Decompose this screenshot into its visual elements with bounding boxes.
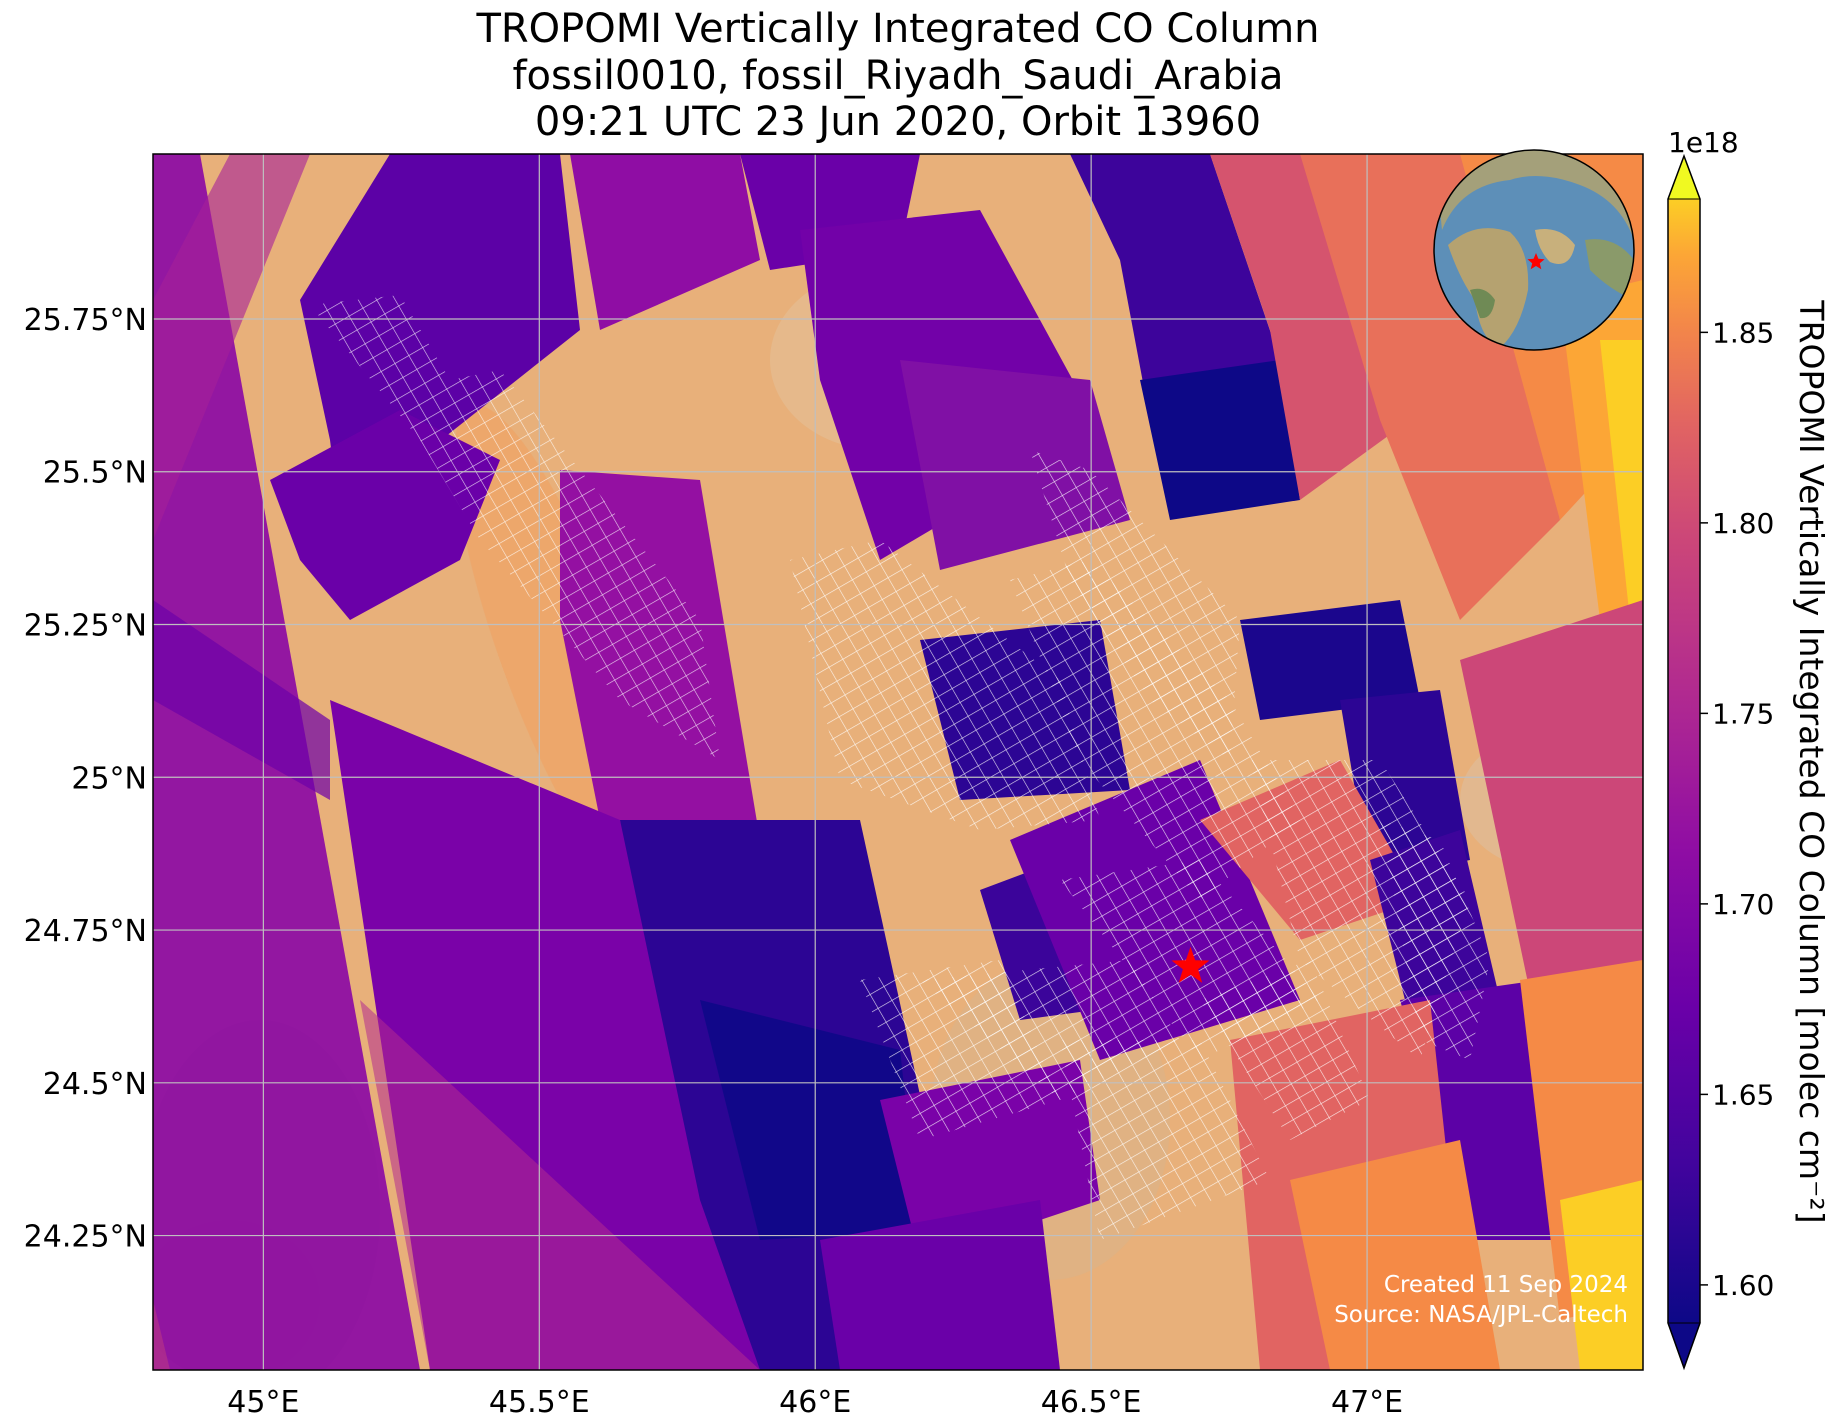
colorbar-tick-label: 1.85 — [1712, 316, 1774, 349]
colorbar-extend-max — [1667, 154, 1701, 200]
y-tick-label: 25.5°N — [43, 456, 147, 491]
x-axis-tick-labels: 45°E 45.5°E 46°E 46.5°E 47°E — [227, 1385, 1403, 1418]
target-marker-layer — [1171, 946, 1210, 983]
y-tick-label: 25.25°N — [24, 609, 147, 644]
y-tick-label: 25°N — [71, 761, 147, 796]
chart-title-line-1: TROPOMI Vertically Integrated CO Column — [476, 6, 1320, 52]
x-tick-label: 46.5°E — [1041, 1385, 1142, 1418]
chart-title-line-3: 09:21 UTC 23 Jun 2020, Orbit 13960 — [534, 99, 1262, 145]
target-footprint-grid — [310, 295, 1490, 1240]
chart-title-line-2: fossil0010, fossil_Riyadh_Saudi_Arabia — [512, 53, 1284, 99]
colorbar-tick-label: 1.60 — [1712, 1269, 1774, 1302]
y-tick-label: 25.75°N — [24, 303, 147, 338]
colorbar-exponent: 1e18 — [1668, 126, 1739, 159]
colorbar-gradient — [1668, 199, 1700, 1323]
x-tick-label: 45°E — [227, 1385, 299, 1418]
inset-globe — [1433, 149, 1635, 351]
x-tick-label: 46°E — [779, 1385, 851, 1418]
map-gridlines — [153, 154, 1643, 1370]
y-tick-label: 24.5°N — [43, 1067, 147, 1102]
map-frame — [152, 153, 1644, 1371]
credit-created: Created 11 Sep 2024 — [1384, 1272, 1628, 1298]
x-tick-label: 47°E — [1331, 1385, 1403, 1418]
colorbar-tick-label: 1.75 — [1712, 697, 1774, 730]
colorbar-ticks: 1.60 1.65 1.70 1.75 1.80 1.85 — [1700, 316, 1774, 1302]
colorbar-label: TROPOMI Vertically Integrated CO Column … — [1792, 299, 1831, 1223]
y-tick-label: 24.25°N — [24, 1220, 147, 1255]
map-panel[interactable]: Created 11 Sep 2024 Source: NASA/JPL-Cal… — [140, 150, 1643, 1400]
target-star-marker — [1171, 946, 1210, 983]
y-axis-tick-labels: 25.75°N 25.5°N 25.25°N 25°N 24.75°N 24.5°N 24.… — [24, 303, 147, 1255]
colorbar: 1.60 1.65 1.70 1.75 1.80 1.85 1e18 TROPOMI Ve… — [1667, 126, 1831, 1371]
colorbar-extend-min — [1667, 1322, 1701, 1370]
inset-globe-marker — [1527, 253, 1545, 270]
credit-source: Source: NASA/JPL-Caltech — [1334, 1302, 1628, 1328]
globe-star-icon — [1527, 253, 1545, 270]
colorbar-tick-label: 1.65 — [1712, 1078, 1774, 1111]
colorbar-tick-label: 1.70 — [1712, 888, 1774, 921]
x-tick-label: 45.5°E — [489, 1385, 590, 1418]
y-tick-label: 24.75°N — [24, 914, 147, 949]
colorbar-tick-label: 1.80 — [1712, 507, 1774, 540]
